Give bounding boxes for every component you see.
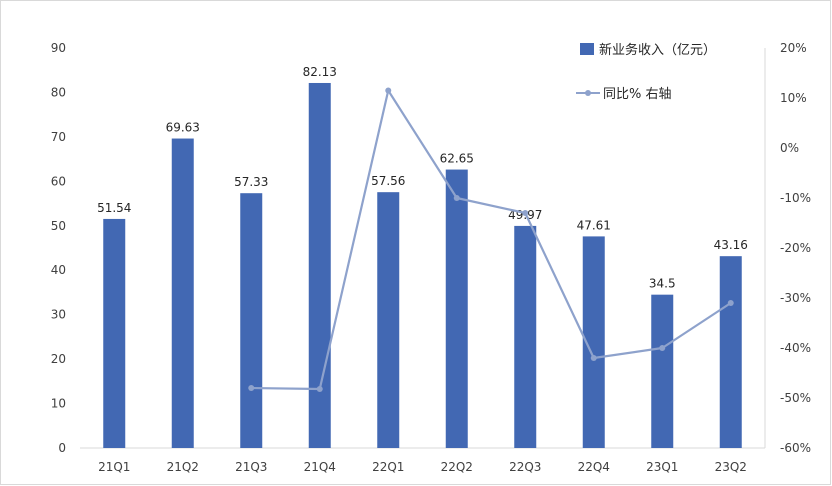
left-axis-tick-label: 60 [51,174,66,188]
left-axis-tick-label: 30 [51,308,66,322]
bar [308,82,331,448]
bar [582,236,605,448]
legend-bar-label: 新业务收入（亿元） [599,42,716,58]
x-axis-tick-label: 22Q4 [578,460,610,474]
right-axis-tick-label: 20% [780,41,807,55]
legend: 新业务收入（亿元） 同比% 右轴 [576,42,716,102]
right-axis-tick-label: -30% [780,291,811,305]
bar-data-label: 57.56 [371,174,405,188]
right-axis-tick-label: -50% [780,391,811,405]
x-axis-tick-label: 23Q2 [715,460,747,474]
legend-bar-swatch [580,43,594,55]
right-axis-tick-label: -10% [780,191,811,205]
line-point [453,195,460,201]
x-axis-tick-label: 22Q3 [509,460,541,474]
bar [103,218,126,448]
left-axis-tick-label: 10 [51,397,66,411]
bar [651,294,674,448]
bar [171,138,194,449]
bar-data-label: 57.33 [234,175,268,189]
line-point [316,386,323,392]
bar-data-label: 43.16 [714,238,748,252]
bar-data-label: 34.5 [649,277,676,291]
left-axis-tick-label: 90 [51,41,66,55]
x-axis-tick-label: 21Q4 [304,460,336,474]
bar-data-labels: 51.5469.6357.3382.1357.5662.6549.9747.61… [97,65,748,291]
line-point [385,87,392,94]
bar-data-label: 69.63 [166,121,200,135]
bar [240,193,263,448]
bar [377,192,400,448]
left-axis-tick-label: 20 [51,352,66,366]
x-axis-tick-label: 23Q1 [646,460,678,474]
line-point [522,210,529,216]
line-point [659,345,666,351]
line-series [248,87,734,392]
bar-data-label: 47.61 [577,218,611,232]
x-axis-tick-label: 21Q3 [235,460,267,474]
x-axis-tick-label: 22Q1 [372,460,404,474]
x-axis: 21Q1 21Q2 21Q3 21Q4 22Q1 22Q2 22Q3 22Q4 23Q1 23Q2 [98,460,747,474]
right-axis-tick-label: -40% [780,341,811,355]
legend-line-marker [585,90,591,96]
right-axis-tick-label: -60% [780,441,811,455]
left-axis-tick-label: 80 [51,85,66,99]
x-axis-tick-label: 21Q2 [167,460,199,474]
right-axis-tick-label: -20% [780,241,811,255]
legend-line-label: 同比% 右轴 [603,87,672,102]
bar-series [103,82,742,449]
right-axis: -60% -50% -40% -30% -20% -10% 0% 10% 20% [780,41,811,455]
right-axis-tick-label: 10% [780,91,807,105]
x-axis-tick-label: 21Q1 [98,460,130,474]
line-point [590,355,597,361]
left-axis-tick-label: 0 [58,441,66,455]
bar [514,225,537,448]
bar-data-label: 82.13 [303,65,337,79]
bar-data-label: 51.54 [97,201,131,215]
line-path [251,89,732,391]
line-point [248,385,255,391]
x-axis-tick-label: 22Q2 [441,460,473,474]
bar-data-label: 62.65 [440,152,474,166]
right-axis-tick-label: 0% [780,141,799,155]
left-axis-tick-label: 70 [51,130,66,144]
bar [719,256,742,448]
line-point [727,300,734,306]
left-axis-tick-label: 50 [51,219,66,233]
bar [445,169,468,449]
left-axis-tick-label: 40 [51,263,66,277]
left-axis: 0 10 20 30 40 50 60 70 80 90 [51,41,66,455]
